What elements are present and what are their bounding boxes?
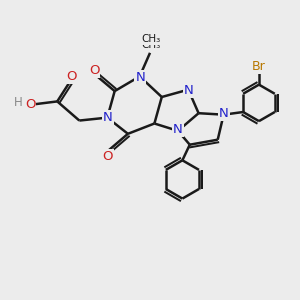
Text: N: N: [219, 107, 229, 120]
Text: N: N: [135, 71, 145, 84]
Text: N: N: [173, 123, 183, 136]
Text: H: H: [14, 95, 23, 109]
Text: CH₃: CH₃: [142, 34, 161, 44]
Text: N: N: [103, 111, 113, 124]
Text: CH₃: CH₃: [142, 40, 161, 50]
Text: O: O: [25, 98, 35, 111]
Text: Br: Br: [252, 60, 266, 73]
Text: O: O: [89, 64, 99, 77]
Text: O: O: [102, 150, 112, 163]
Text: N: N: [184, 84, 194, 97]
Text: O: O: [67, 70, 77, 83]
